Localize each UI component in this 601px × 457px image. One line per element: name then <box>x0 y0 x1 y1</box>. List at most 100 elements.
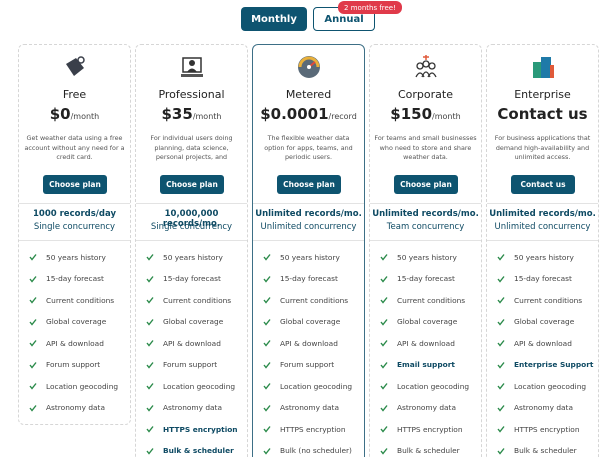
plan-price: Contact us <box>487 105 598 123</box>
check-icon <box>263 404 271 412</box>
feature-item: 15-day forecast <box>146 273 243 285</box>
plan-name: Professional <box>158 88 225 101</box>
feature-text: Location geocoding <box>514 381 587 391</box>
check-icon <box>497 318 505 326</box>
price-amount: $0 <box>49 105 71 123</box>
plan-icon <box>530 54 556 80</box>
check-icon <box>146 340 154 347</box>
plan-name: Metered <box>285 88 332 101</box>
feature-text: API & download <box>163 338 221 348</box>
feature-text: HTTPS encryption <box>397 424 463 434</box>
feature-text: Forum support <box>163 360 218 369</box>
check-icon <box>29 254 37 261</box>
feature-text: Location geocoding <box>397 381 470 391</box>
plan-name: Corporate <box>398 88 453 101</box>
divider <box>19 240 130 241</box>
divider <box>136 240 247 241</box>
plan-card: Enterprise Contact us For business applica… <box>486 44 599 457</box>
check-icon <box>29 297 37 304</box>
check-icon <box>497 426 505 433</box>
feature-text: 15-day forecast <box>514 274 572 283</box>
price-amount: Contact us <box>497 105 588 123</box>
plan-card: Free $0/month Get weather data using a fre… <box>18 44 131 425</box>
billing-toggle[interactable]: Monthly <box>241 7 307 31</box>
check-icon <box>497 297 505 304</box>
check-icon <box>146 318 154 326</box>
feature-item: API & download <box>380 337 477 349</box>
feature-text: Bulk (no scheduler) <box>280 446 352 455</box>
feature-item: Location geocoding <box>263 380 360 392</box>
feature-item: Bulk (no scheduler) <box>263 445 360 457</box>
plan-price: $35/month <box>136 105 247 123</box>
plan-button[interactable]: Choose plan <box>160 175 224 194</box>
feature-item: Bulk & scheduler <box>146 445 243 457</box>
feature-item: Enterprise Support <box>497 359 594 371</box>
feature-text: 15-day forecast <box>163 274 221 283</box>
feature-item: Astronomy data <box>146 402 243 414</box>
feature-text: Bulk & scheduler <box>163 446 234 455</box>
feature-text: 15-day forecast <box>397 274 455 283</box>
feature-item: HTTPS encryption <box>263 423 360 435</box>
feature-text: 15-day forecast <box>46 274 104 283</box>
plan-card: Corporate $150/month For teams and small b… <box>369 44 482 457</box>
price-unit: /record <box>328 112 357 121</box>
feature-item: Current conditions <box>263 294 360 306</box>
plan-description: For teams and small businesses who need … <box>374 134 477 161</box>
check-icon <box>380 297 388 304</box>
concurrency: Unlimited concurrency <box>494 222 591 232</box>
check-icon <box>146 275 154 283</box>
divider <box>253 240 364 241</box>
feature-text: Forum support <box>46 360 101 369</box>
feature-text: Astronomy data <box>397 403 456 412</box>
plan-price: $0/month <box>19 105 130 123</box>
plan-button[interactable]: Choose plan <box>43 175 107 194</box>
plan-price: $150/month <box>370 105 481 123</box>
feature-item: 50 years history <box>497 251 594 263</box>
feature-text: Location geocoding <box>46 381 119 391</box>
feature-text: API & download <box>397 338 455 348</box>
feature-text: 50 years history <box>514 252 574 262</box>
plan-button[interactable]: Choose plan <box>394 175 458 194</box>
plan-price: $0.0001/record <box>253 105 364 123</box>
divider <box>19 203 130 204</box>
plan-name: Enterprise <box>514 88 571 101</box>
feature-item: Forum support <box>263 359 360 371</box>
check-icon <box>146 254 154 261</box>
price-amount: $150 <box>390 105 433 123</box>
plan-button[interactable]: Contact us <box>511 175 575 194</box>
price-amount: $0.0001 <box>260 105 329 123</box>
check-icon <box>380 404 388 412</box>
feature-text: Astronomy data <box>163 403 222 412</box>
feature-item: API & download <box>263 337 360 349</box>
feature-item: Bulk & scheduler <box>380 445 477 457</box>
plan-description: For business applications that demand hi… <box>494 134 591 161</box>
feature-item: Location geocoding <box>29 380 126 392</box>
feature-text: 50 years history <box>280 252 340 262</box>
feature-text: Current conditions <box>280 295 349 305</box>
divider <box>370 203 481 204</box>
feature-text: HTTPS encryption <box>280 424 346 434</box>
check-icon <box>380 340 388 347</box>
feature-item: Location geocoding <box>497 380 594 392</box>
feature-item: Forum support <box>146 359 243 371</box>
check-icon <box>263 297 271 304</box>
feature-text: Global coverage <box>280 317 341 326</box>
plan-icon <box>296 54 322 80</box>
check-icon <box>497 254 505 261</box>
concurrency: Single concurrency <box>33 222 116 232</box>
feature-item: 50 years history <box>380 251 477 263</box>
feature-text: Current conditions <box>163 295 232 305</box>
feature-item: Astronomy data <box>380 402 477 414</box>
feature-item: HTTPS encryption <box>380 423 477 435</box>
plan-button[interactable]: Choose plan <box>277 175 341 194</box>
check-icon <box>29 361 37 369</box>
check-icon <box>263 254 271 261</box>
feature-item: Astronomy data <box>29 402 126 414</box>
feature-item: Global coverage <box>263 316 360 328</box>
records-limit: Unlimited records/mo. <box>372 209 479 219</box>
feature-text: HTTPS encryption <box>514 424 580 434</box>
concurrency: Unlimited concurrency <box>260 222 357 232</box>
feature-text: Forum support <box>280 360 335 369</box>
check-icon <box>29 318 37 326</box>
